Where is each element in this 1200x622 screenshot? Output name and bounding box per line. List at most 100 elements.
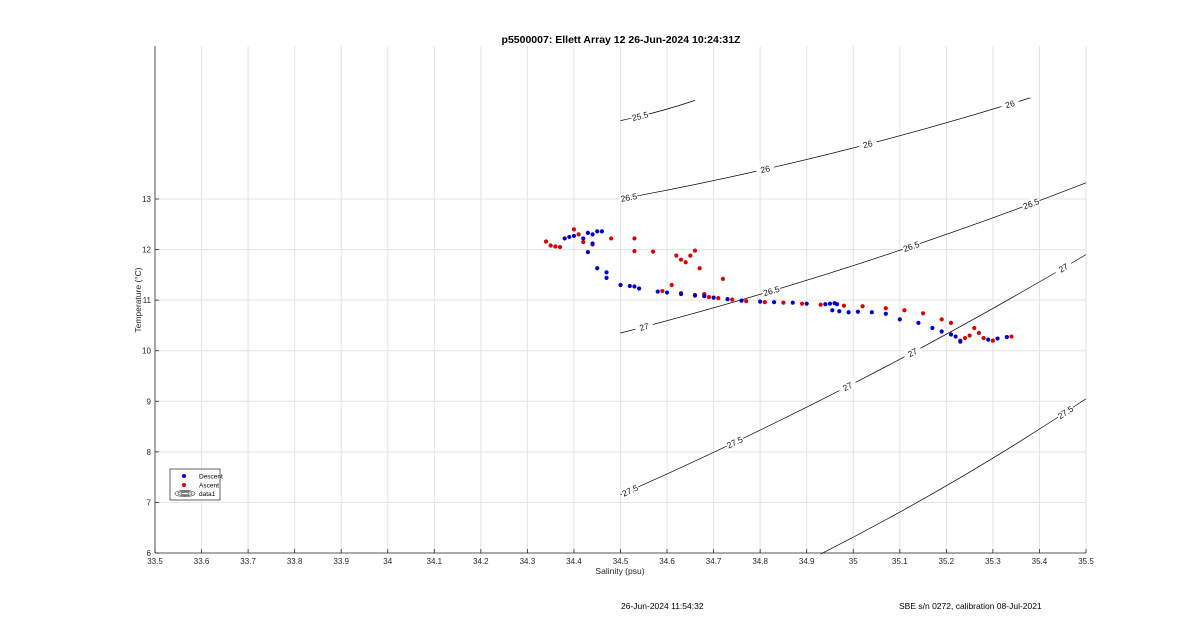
ascent-point: [697, 266, 702, 271]
y-tick-label: 9: [147, 397, 152, 406]
descent-point: [595, 266, 600, 271]
contour-label-mask: [619, 482, 641, 499]
descent-point: [930, 325, 935, 331]
descent-point: [958, 339, 963, 344]
ascent-point: [553, 244, 558, 249]
descent-point: [567, 234, 572, 240]
legend-data1-label: data1: [199, 491, 216, 498]
contour-label: 27.5: [1056, 403, 1076, 421]
ascent-point: [683, 260, 688, 265]
descent-point: [939, 329, 944, 334]
descent-point: [711, 295, 716, 300]
descent-point: [827, 301, 833, 306]
isopycnal-27: [620, 254, 1087, 496]
descent-point: [837, 309, 842, 314]
x-tick-label: 34.9: [799, 557, 815, 566]
ascent-point: [706, 295, 712, 300]
ascent-point: [688, 253, 693, 258]
ascent-point: [981, 335, 986, 341]
ascent-point: [990, 338, 996, 343]
legend-contour-glyph: [174, 489, 196, 497]
descent-point: [758, 299, 763, 304]
descent-point: [986, 337, 991, 342]
footer-timestamp: 26-Jun-2024 11:54:32: [621, 601, 704, 611]
ascent-point: [548, 243, 553, 248]
ascent-point: [799, 301, 805, 306]
contour-label-mask: [999, 96, 1021, 112]
ascent-point: [860, 304, 865, 309]
descent-point: [632, 284, 637, 289]
descent-point: [995, 336, 1000, 341]
contour-label-mask: [901, 238, 922, 255]
descent-point: [790, 300, 795, 305]
y-tick-label: 10: [142, 347, 151, 356]
x-tick-label: 33.7: [240, 557, 256, 566]
descent-point: [585, 230, 591, 235]
ascent-point: [948, 320, 954, 325]
x-tick-label: 34.5: [613, 557, 629, 566]
descent-point: [595, 229, 600, 234]
contour-label-mask: [1020, 195, 1042, 212]
legend-descent-label: Descent: [199, 474, 223, 481]
legend-ascent-marker: [182, 483, 186, 487]
ascent-point: [920, 311, 926, 316]
ascent-point: [650, 249, 656, 254]
x-tick-label: 34.1: [427, 557, 443, 566]
isopycnal-27.5: [820, 398, 1087, 555]
ascent-point: [818, 302, 823, 307]
y-tick-label: 8: [147, 448, 152, 457]
descent-point: [772, 300, 777, 305]
ascent-point: [716, 296, 721, 301]
descent-point: [804, 301, 809, 306]
contour-label: 26: [1004, 98, 1016, 110]
contour-label: 27: [841, 380, 854, 393]
descent-point: [581, 236, 586, 241]
ascent-point: [744, 299, 749, 304]
axes: [154, 46, 1087, 554]
legend-box: [169, 468, 221, 501]
contour-label-mask: [630, 109, 651, 124]
contour-label: 25.5: [631, 109, 650, 123]
x-tick-label: 35.1: [892, 557, 908, 566]
legend-ascent-label: Ascent: [199, 483, 219, 490]
ascent-point: [962, 335, 968, 341]
ascent-point: [720, 276, 726, 282]
ascent-point: [972, 325, 977, 331]
contour-label: 27: [906, 346, 919, 359]
ascent-point: [841, 303, 847, 308]
descent-point: [883, 311, 888, 316]
ascent-point: [557, 244, 563, 250]
ascent-point: [609, 236, 614, 241]
x-tick-label: 35.4: [1032, 557, 1048, 566]
descent-point: [678, 291, 684, 297]
x-axis-label: Salinity (psu): [595, 566, 644, 576]
ascent-point: [939, 317, 944, 322]
ascent-point: [669, 282, 674, 288]
descent-point: [627, 283, 632, 289]
y-tick-label: 6: [147, 549, 152, 558]
contour-label: 26.5: [620, 191, 638, 204]
ascent-point: [692, 248, 698, 253]
descent-point: [618, 282, 623, 288]
x-tick-label: 35.5: [1078, 557, 1094, 566]
x-tick-label: 35.3: [985, 557, 1001, 566]
descent-point: [916, 320, 921, 325]
ascent-point: [1009, 334, 1014, 339]
y-axis-label: Temperature (°C): [133, 267, 143, 332]
legend-descent-marker: [182, 474, 186, 478]
descent-point: [897, 317, 902, 322]
descent-point: [571, 233, 577, 239]
x-tick-label: 35: [849, 557, 858, 566]
ascent-point: [730, 297, 735, 302]
ascent-point: [781, 300, 786, 305]
descent-point: [834, 302, 840, 307]
descent-point: [1004, 334, 1009, 340]
descent-point: [637, 286, 642, 291]
contour-label-mask: [902, 343, 923, 362]
contour-label-mask: [755, 162, 776, 177]
x-tick-label: 34.2: [473, 557, 489, 566]
x-tick-label: 34.8: [752, 557, 768, 566]
